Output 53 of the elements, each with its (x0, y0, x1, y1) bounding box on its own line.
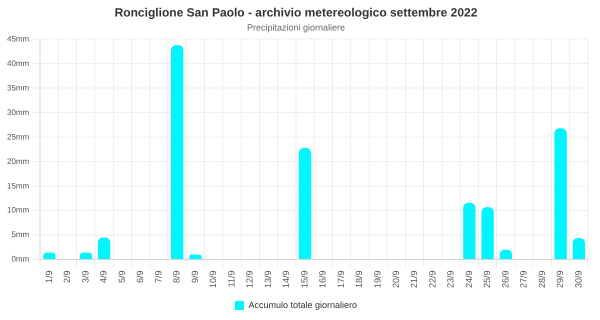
y-tick-label: 45mm (6, 34, 30, 44)
x-tick-label: 6/9 (135, 270, 146, 283)
bar (189, 254, 202, 259)
x-tick-label: 23/9 (446, 270, 456, 288)
x-tick-label: 8/9 (172, 270, 182, 283)
bar (43, 252, 56, 259)
x-tick-label: 28/9 (536, 270, 547, 288)
chart-title: Ronciglione San Paolo - archivio metereologico settembre 2022 (114, 6, 478, 20)
x-tick-label: 20/9 (390, 270, 401, 288)
x-tick-label: 14/9 (281, 270, 292, 288)
y-tick-label: 40mm (6, 58, 30, 68)
x-tick-label: 30/9 (573, 270, 584, 288)
x-tick-label: 13/9 (262, 270, 273, 288)
x-tick-label: 29/9 (555, 270, 566, 288)
bar (298, 148, 312, 259)
bar (463, 202, 476, 259)
bar (572, 238, 586, 259)
y-tick-label: 0mm (11, 254, 30, 264)
y-tick-label: 20mm (6, 156, 30, 166)
y-tick-label: 15mm (6, 181, 30, 190)
x-tick-label: 1/9 (44, 270, 54, 283)
bar (171, 45, 184, 259)
x-tick-label: 16/9 (318, 270, 328, 288)
x-tick-label: 2/9 (62, 270, 72, 283)
y-tick-label: 10mm (6, 206, 30, 215)
bar (98, 237, 110, 259)
x-tick-label: 15/9 (299, 270, 310, 288)
x-tick-label: 27/9 (518, 270, 529, 288)
chart-subtitle: Precipitazioni giornaliere (246, 22, 346, 32)
bar (481, 207, 494, 259)
y-tick-label: 30mm (6, 108, 30, 117)
x-tick-label: 9/9 (190, 270, 200, 283)
x-tick-label: 11/9 (226, 270, 236, 288)
x-tick-label: 17/9 (336, 270, 346, 288)
y-tick-label: 35mm (6, 83, 30, 92)
x-tick-label: 26/9 (500, 270, 510, 288)
y-tick-label: 5mm (11, 230, 30, 240)
x-tick-label: 5/9 (116, 270, 127, 283)
x-tick-label: 24/9 (464, 270, 474, 288)
x-tick-label: 12/9 (244, 270, 255, 288)
bar (554, 128, 567, 259)
x-tick-label: 19/9 (372, 270, 383, 288)
legend-label: Accumulo totale giornaliero (248, 300, 358, 310)
x-tick-label: 22/9 (427, 270, 438, 288)
x-tick-label: 25/9 (482, 270, 492, 288)
x-tick-label: 4/9 (98, 270, 109, 283)
x-tick-label: 10/9 (208, 270, 218, 288)
y-tick-label: 25mm (6, 132, 30, 142)
x-tick-label: 3/9 (80, 270, 90, 283)
x-tick-label: 18/9 (354, 270, 364, 288)
bar (80, 252, 92, 259)
x-tick-label: 21/9 (409, 270, 420, 288)
x-tick-label: 7/9 (153, 270, 164, 283)
